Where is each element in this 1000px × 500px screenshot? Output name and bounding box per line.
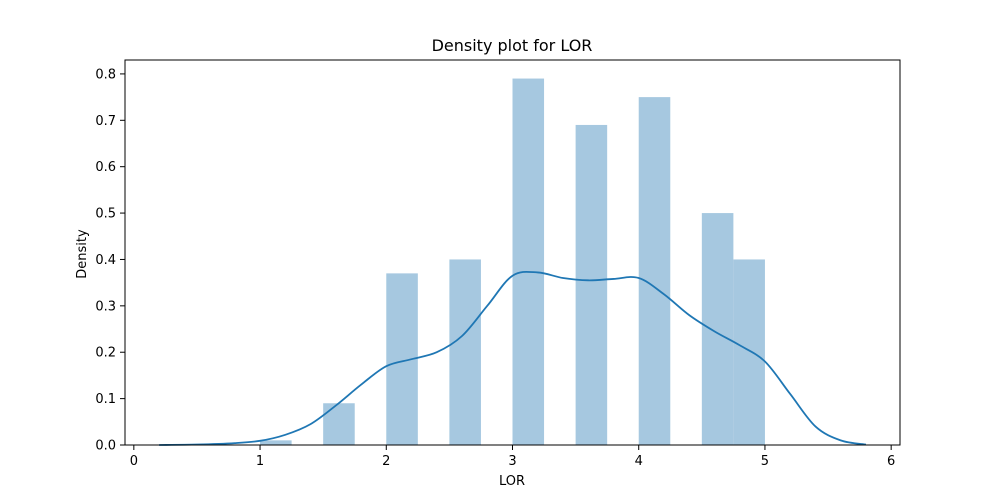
x-axis-label: LOR (499, 474, 525, 489)
x-tick-label: 0 (130, 454, 138, 469)
histogram-bar (575, 124, 608, 445)
x-tick-label: 3 (508, 454, 516, 469)
y-tick-label: 0.5 (95, 207, 116, 222)
y-tick-label: 0.4 (95, 253, 116, 268)
x-axis-ticks: 0 1 2 3 4 5 6 (130, 445, 895, 469)
y-axis-ticks: 0.0 0.1 0.2 0.3 0.4 0.5 0.6 0.7 0.8 (95, 67, 125, 454)
y-tick-label: 0.2 (95, 346, 116, 361)
histogram-bar (449, 259, 481, 445)
histogram-bar (733, 259, 765, 445)
x-tick-label: 1 (256, 454, 264, 469)
y-tick-label: 0.6 (95, 160, 116, 175)
histogram-bar (701, 213, 734, 445)
y-tick-label: 0.3 (95, 299, 116, 314)
x-tick-label: 2 (382, 454, 390, 469)
x-tick-label: 4 (635, 454, 643, 469)
histogram-bar (260, 440, 292, 445)
histogram-bar (323, 403, 355, 445)
histogram-bar (638, 97, 671, 446)
kde-line (159, 270, 867, 446)
y-tick-label: 0.0 (95, 439, 116, 454)
x-tick-label: 6 (887, 454, 895, 469)
y-tick-label: 0.7 (95, 114, 116, 129)
y-tick-label: 0.1 (95, 392, 116, 407)
y-axis-label: Density (75, 229, 90, 279)
x-tick-label: 5 (761, 454, 769, 469)
y-tick-label: 0.8 (95, 67, 116, 82)
histogram-bars (260, 78, 765, 446)
histogram-bar (512, 78, 545, 446)
chart-title: Density plot for LOR (432, 36, 593, 55)
